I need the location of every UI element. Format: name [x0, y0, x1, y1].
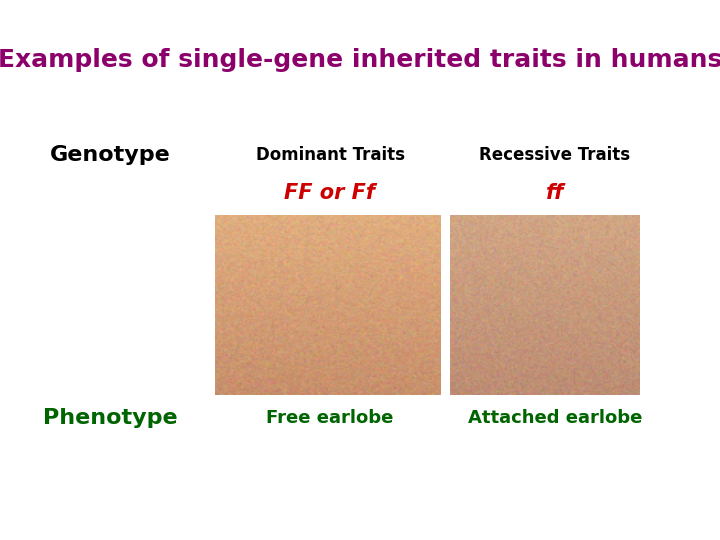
- Text: Recessive Traits: Recessive Traits: [480, 146, 631, 164]
- Text: Dominant Traits: Dominant Traits: [256, 146, 405, 164]
- Text: Phenotype: Phenotype: [42, 408, 177, 428]
- Text: Examples of single-gene inherited traits in humans: Examples of single-gene inherited traits…: [0, 48, 720, 72]
- Text: FF or Ff: FF or Ff: [284, 183, 376, 203]
- Text: Genotype: Genotype: [50, 145, 171, 165]
- Text: Attached earlobe: Attached earlobe: [468, 409, 642, 427]
- Text: ff: ff: [546, 183, 564, 203]
- Text: Free earlobe: Free earlobe: [266, 409, 394, 427]
